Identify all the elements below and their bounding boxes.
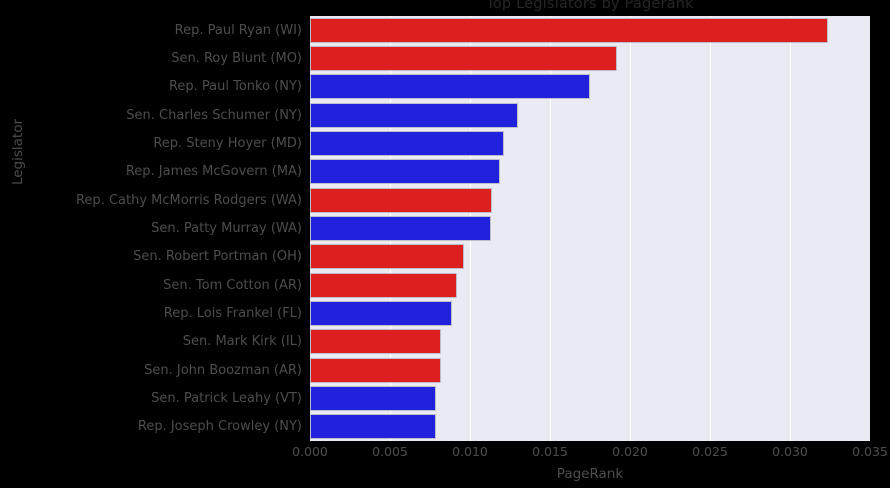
bar: [310, 386, 437, 411]
x-tick-label: 0.010: [452, 444, 488, 459]
bar-fill: [310, 159, 501, 185]
bar-fill: [310, 102, 518, 128]
bar: [310, 216, 491, 241]
bar: [310, 74, 590, 100]
bar-fill: [310, 301, 453, 326]
bar: [310, 329, 442, 355]
x-tick-label: 0.020: [612, 444, 648, 459]
gridline: [630, 16, 631, 441]
y-tick-label: Sen. Mark Kirk (IL): [182, 334, 302, 350]
y-tick-label: Rep. James McGovern (MA): [125, 164, 302, 180]
y-tick-label: Rep. Paul Ryan (WI): [174, 22, 302, 38]
bar-fill: [310, 414, 437, 440]
gridline: [710, 16, 711, 441]
gridline: [550, 16, 551, 441]
x-tick-label: 0.035: [852, 444, 888, 459]
y-tick-label: Rep. Paul Tonko (NY): [168, 79, 302, 95]
bar-fill: [310, 74, 590, 100]
bar-fill: [310, 131, 504, 156]
bar-fill: [310, 187, 493, 213]
gridline: [790, 16, 791, 441]
y-tick-label: Sen. Charles Schumer (NY): [126, 107, 302, 123]
y-tick-label: Sen. Roy Blunt (MO): [171, 51, 302, 66]
bar: [310, 131, 504, 156]
bar: [310, 272, 458, 298]
bar: [310, 244, 464, 270]
bar: [310, 17, 829, 43]
bar-fill: [310, 386, 437, 411]
bar: [310, 414, 437, 440]
y-tick-label: Sen. Tom Cotton (AR): [163, 277, 302, 293]
x-tick-labels: 0.000 0.005 0.010 0.015 0.020 0.025 0.030 0.035: [292, 444, 888, 464]
x-tick-label: 0.030: [772, 444, 808, 459]
bar-fill: [310, 329, 442, 355]
x-tick-label: 0.005: [372, 444, 408, 459]
x-axis-label: PageRank: [556, 466, 624, 482]
bar: [310, 102, 518, 128]
bar-fill: [310, 357, 442, 383]
y-tick-labels: Rep. Paul Ryan (WI) Sen. Roy Blunt (MO) Re…: [0, 16, 890, 441]
bar: [310, 357, 442, 383]
y-tick-label: Sen. Patrick Leahy (VT): [151, 391, 302, 406]
bar: [310, 301, 453, 326]
y-tick-label: Rep. Cathy McMorris Rodgers (WA): [75, 192, 302, 208]
bar-fill: [310, 244, 464, 270]
y-tick-label: Sen. Patty Murray (WA): [151, 221, 302, 236]
y-tick-label: Rep. Joseph Crowley (NY): [137, 419, 302, 435]
chart-title: Top Legislators by Pagerank: [486, 0, 694, 12]
bar: [310, 46, 618, 71]
y-tick-label: Rep. Lois Frankel (FL): [163, 306, 302, 321]
y-tick-label: Sen. Robert Portman (OH): [133, 249, 302, 265]
plot-area: [310, 16, 870, 441]
bar-fill: [310, 272, 458, 298]
bar: [310, 187, 493, 213]
bar-fill: [310, 17, 829, 43]
x-tick-label: 0.025: [692, 444, 728, 459]
x-tick-label: 0.000: [292, 444, 328, 459]
y-tick-label: Rep. Steny Hoyer (MD): [153, 136, 302, 151]
y-tick-label: Sen. John Boozman (AR): [144, 362, 302, 378]
bar-fill: [310, 216, 491, 241]
bar: [310, 159, 501, 185]
bar-fill: [310, 46, 618, 71]
x-tick-label: 0.015: [532, 444, 568, 459]
